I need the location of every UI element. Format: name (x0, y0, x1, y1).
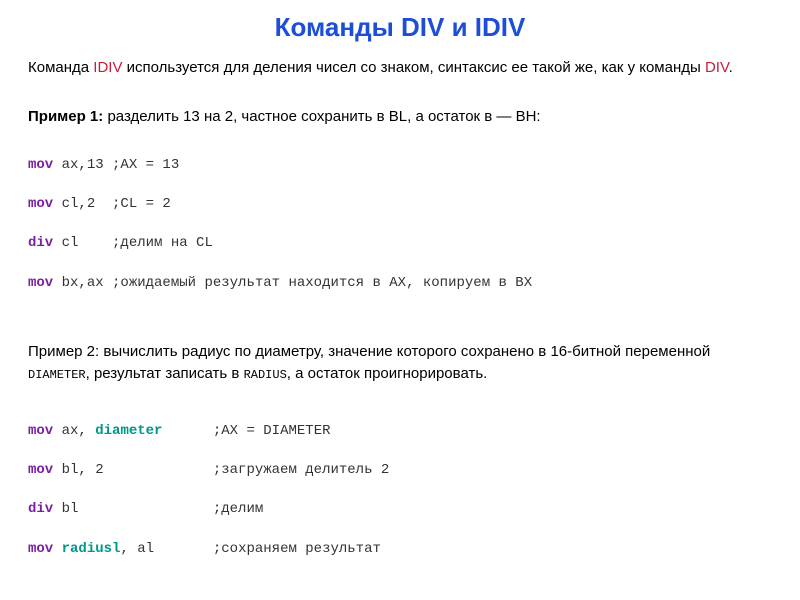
code-line: div bl ;делим (28, 500, 772, 520)
example2-code: mov ax, diameter ;AX = DIAMETER mov bl, … (28, 402, 772, 578)
example2-label: Пример 2: (28, 343, 99, 360)
code-line: mov radiusl, al ;сохраняем результат (28, 540, 772, 560)
mov-keyword: mov (28, 275, 53, 291)
code-line: mov ax, diameter ;AX = DIAMETER (28, 422, 772, 442)
code-text: bl, 2 ;загружаем делитель 2 (53, 462, 389, 478)
example2-label-row: Пример 2: вычислить радиус по диаметру, … (28, 341, 772, 385)
code-text: ax,13 ;AX = 13 (53, 157, 179, 173)
idiv-keyword: IDIV (93, 59, 122, 76)
example2-text-p3: , а остаток проигнорировать. (287, 365, 488, 382)
code-text: , al (120, 541, 212, 557)
mov-keyword: mov (28, 541, 53, 557)
div-keyword: div (28, 501, 53, 517)
radius-var: RADIUS (244, 368, 287, 382)
code-line: mov bx,ax ;ожидаемый результат находится… (28, 274, 772, 294)
page-title: Команды DIV и IDIV (28, 12, 772, 43)
mov-keyword: mov (28, 157, 53, 173)
intro-part3: . (729, 59, 733, 76)
code-line: mov cl,2 ;CL = 2 (28, 195, 772, 215)
example1-text: разделить 13 на 2, частное сохранить в B… (103, 108, 540, 125)
radiusl-keyword: radiusl (62, 541, 121, 557)
example1-code: mov ax,13 ;AX = 13 mov cl,2 ;CL = 2 div … (28, 137, 772, 313)
code-text: ax, (53, 423, 95, 439)
div-keyword: div (28, 235, 53, 251)
code-line: div cl ;делим на CL (28, 234, 772, 254)
intro-part1: Команда (28, 59, 93, 76)
diameter-var: DIAMETER (28, 368, 86, 382)
example1-label: Пример 1: (28, 108, 103, 125)
mov-keyword: mov (28, 423, 53, 439)
code-text: cl,2 ;CL = 2 (53, 196, 171, 212)
example2-text-p2: , результат записать в (86, 365, 244, 382)
code-text: bx,ax ;ожидаемый результат находится в А… (53, 275, 532, 291)
code-pad (162, 423, 212, 439)
intro-part2: используется для деления чисел со знаком… (122, 59, 704, 76)
code-comment: ;сохраняем результат (213, 541, 381, 557)
code-text (53, 541, 61, 557)
mov-keyword: mov (28, 196, 53, 212)
code-line: mov ax,13 ;AX = 13 (28, 156, 772, 176)
example1-label-row: Пример 1: разделить 13 на 2, частное сох… (28, 108, 772, 125)
intro-paragraph: Команда IDIV используется для деления чи… (28, 57, 772, 80)
example2-text-p1: вычислить радиус по диаметру, значение к… (99, 343, 710, 360)
diameter-keyword: diameter (95, 423, 162, 439)
code-comment: ;AX = DIAMETER (213, 423, 331, 439)
code-text: bl ;делим (53, 501, 263, 517)
mov-keyword: mov (28, 462, 53, 478)
code-line: mov bl, 2 ;загружаем делитель 2 (28, 461, 772, 481)
code-text: cl ;делим на CL (53, 235, 213, 251)
div-keyword: DIV (705, 59, 729, 76)
